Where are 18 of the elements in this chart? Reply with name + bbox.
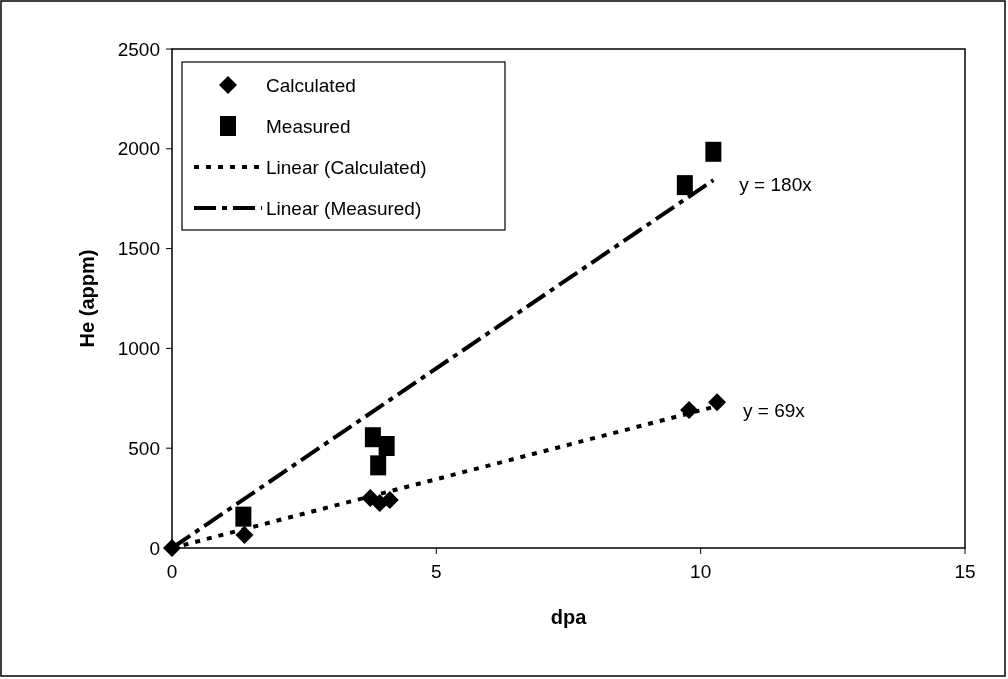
y-tick-label: 1500: [117, 238, 160, 260]
x-axis-title: dpa: [550, 606, 588, 628]
y-axis-title: He (appm): [76, 249, 98, 348]
annotation: y = 69x: [743, 400, 806, 422]
y-tick-label: 2500: [117, 38, 160, 60]
legend-label: Calculated: [266, 74, 356, 96]
legend-label: Measured: [266, 115, 351, 137]
legend-label: Linear (Measured): [266, 197, 422, 219]
annotation: y = 180x: [739, 174, 813, 196]
x-tick-label: 10: [690, 561, 712, 582]
x-tick-label: 0: [166, 561, 178, 582]
x-tick-label: 15: [954, 561, 976, 582]
y-tick-label: 500: [128, 437, 160, 459]
y-tick-label: 1000: [117, 338, 160, 360]
y-tick-label: 0: [149, 537, 160, 559]
x-tick-label: 5: [431, 561, 442, 582]
y-tick-label: 2000: [117, 138, 160, 160]
legend-label: Linear (Calculated): [266, 156, 427, 178]
